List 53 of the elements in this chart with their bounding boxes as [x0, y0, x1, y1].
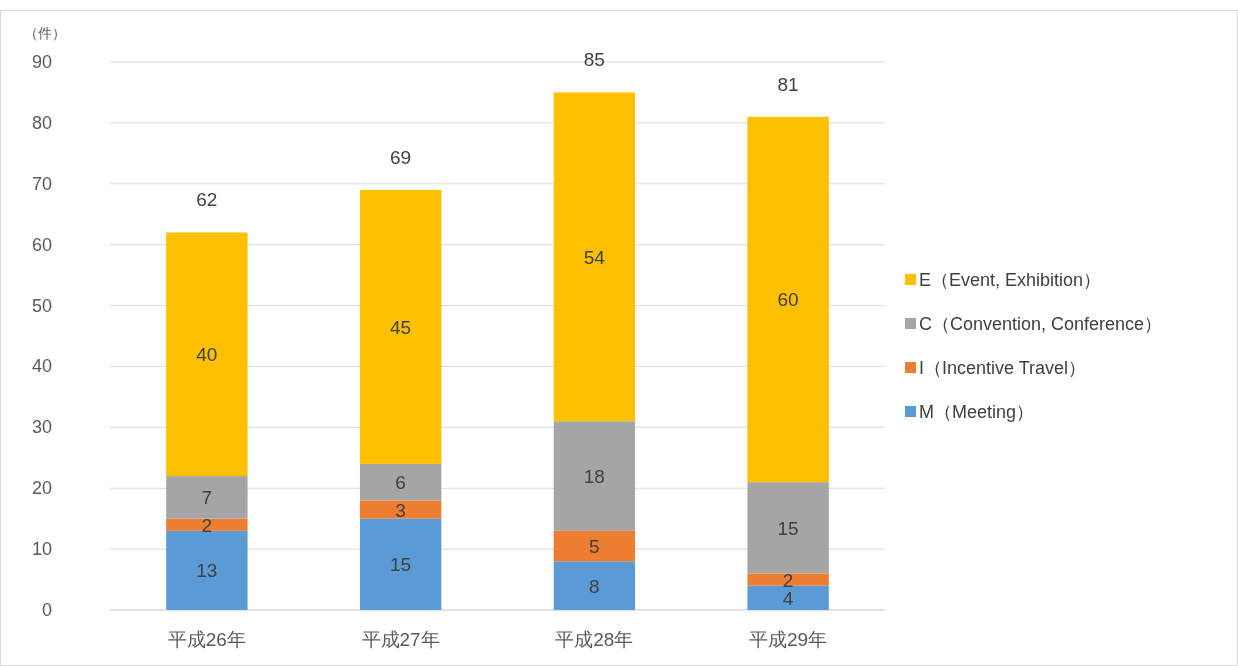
y-tick-label: 80	[31, 112, 52, 133]
bar	[553, 92, 636, 422]
data-label: 54	[583, 246, 606, 268]
bar	[166, 518, 248, 531]
data-label: 40	[196, 344, 218, 366]
x-tick-label: 平成26年	[167, 629, 246, 650]
legend-label: I（Incentive Travel）	[919, 358, 1087, 378]
data-label: 60	[777, 289, 799, 311]
legend-label: C（Convention, Conference）	[919, 314, 1163, 334]
data-label: 18	[583, 466, 605, 488]
bar	[553, 530, 636, 562]
x-tick-label: 平成28年	[555, 629, 634, 650]
bar	[359, 518, 442, 610]
y-tick-label: 30	[31, 417, 52, 438]
bar	[359, 463, 442, 501]
data-label: 7	[201, 487, 213, 509]
y-tick-label: 50	[31, 295, 52, 316]
data-label: 8	[589, 575, 600, 597]
legend-label: M（Meeting）	[919, 402, 1035, 422]
y-tick-label: 40	[31, 356, 52, 377]
y-tick-label: 70	[31, 173, 52, 194]
bar	[747, 585, 829, 610]
bar	[166, 530, 248, 610]
y-axis-title: （件）	[24, 25, 66, 41]
total-label: 85	[583, 49, 605, 71]
y-tick-label: 0	[41, 600, 52, 620]
data-label: 13	[196, 560, 218, 582]
bar	[166, 232, 248, 477]
x-tick-label: 平成29年	[749, 629, 828, 650]
total-label: 62	[196, 189, 218, 211]
data-label: 15	[390, 554, 412, 576]
total-label: 81	[777, 73, 799, 95]
data-label: 6	[395, 472, 406, 494]
y-tick-label: 10	[31, 539, 52, 560]
bar	[359, 500, 442, 519]
bar	[747, 116, 829, 483]
data-label: 5	[589, 536, 600, 558]
bar	[166, 476, 248, 519]
data-label: 3	[395, 499, 406, 521]
total-label: 69	[390, 146, 412, 168]
data-label: 15	[777, 517, 799, 539]
bar	[553, 561, 636, 610]
data-label: 2	[201, 514, 213, 536]
legend-label: E（Event, Exhibition）	[919, 270, 1102, 290]
y-tick-label: 90	[31, 52, 52, 72]
bar	[359, 189, 442, 464]
bar	[747, 482, 829, 574]
data-label: 45	[390, 316, 412, 338]
bar	[747, 573, 829, 586]
y-tick-label: 20	[31, 478, 52, 499]
bar	[553, 421, 636, 531]
y-tick-label: 60	[31, 234, 52, 255]
x-tick-label: 平成27年	[361, 629, 440, 650]
